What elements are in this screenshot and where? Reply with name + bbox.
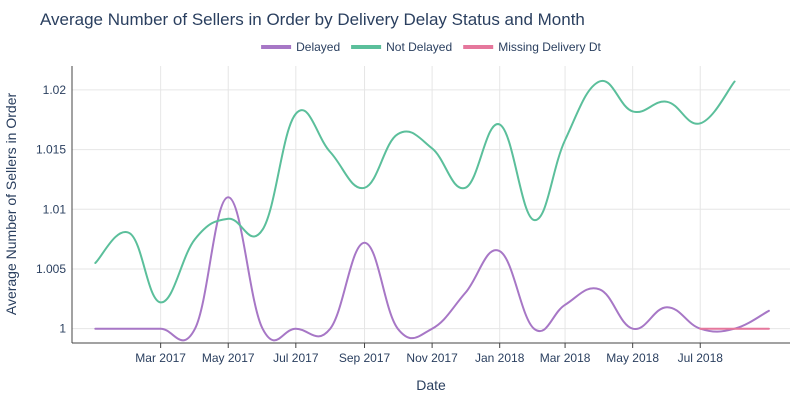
x-tick-label: May 2017	[202, 351, 255, 365]
y-tick-label: 1.015	[36, 143, 66, 157]
series-lines	[94, 79, 770, 342]
y-axis-ticks: 1 1.005 1.01 1.015 1.02	[36, 83, 66, 336]
x-tick-label: Mar 2018	[540, 351, 591, 365]
legend-item[interactable]: Missing Delivery Dt	[463, 40, 602, 54]
y-tick-label: 1.005	[36, 262, 66, 276]
legend-label: Delayed	[296, 40, 340, 54]
legend-item[interactable]: Delayed	[261, 40, 340, 54]
series-line-not-delayed	[94, 79, 736, 304]
x-tick-label: Jul 2018	[678, 351, 724, 365]
legend-label: Not Delayed	[386, 40, 452, 54]
x-axis-ticks: Mar 2017 May 2017 Jul 2017 Sep 2017 Nov 2017…	[135, 343, 723, 365]
legend-item[interactable]: Not Delayed	[351, 40, 452, 54]
y-tick-label: 1.01	[43, 202, 67, 216]
x-tick-label: May 2018	[606, 351, 659, 365]
gridlines	[72, 66, 790, 343]
y-tick-label: 1	[59, 322, 66, 336]
y-axis-title: Average Number of Sellers in Order	[3, 93, 19, 316]
x-tick-label: Sep 2017	[339, 351, 391, 365]
x-tick-label: Nov 2017	[406, 351, 458, 365]
chart-title: Average Number of Sellers in Order by De…	[40, 10, 585, 29]
y-tick-label: 1.02	[43, 83, 67, 97]
x-tick-label: Jul 2017	[273, 351, 319, 365]
legend: Delayed Not Delayed Missing Delivery Dt	[261, 40, 602, 54]
x-axis-title: Date	[416, 377, 446, 393]
legend-label: Missing Delivery Dt	[498, 40, 601, 54]
x-tick-label: Mar 2017	[135, 351, 186, 365]
series-line-delayed	[94, 196, 770, 342]
x-tick-label: Jan 2018	[475, 351, 525, 365]
